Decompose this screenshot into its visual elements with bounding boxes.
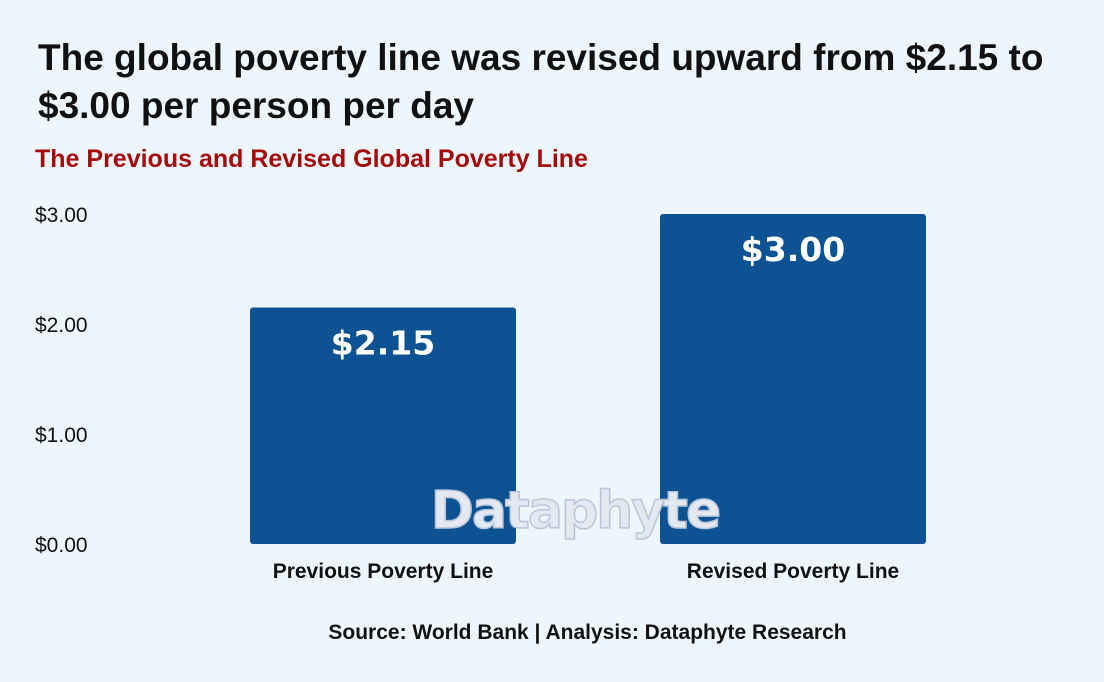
data-label: $3.00 xyxy=(741,230,845,269)
chart-title: The Previous and Revised Global Poverty … xyxy=(35,145,588,173)
x-tick-label: Previous Poverty Line xyxy=(273,560,494,583)
source-note: Source: World Bank | Analysis: Dataphyte… xyxy=(328,621,847,644)
y-tick-label: $0.00 xyxy=(35,534,88,557)
data-label: $2.15 xyxy=(331,324,435,363)
bar xyxy=(660,214,926,544)
bar xyxy=(250,307,516,544)
y-tick-label: $2.00 xyxy=(35,314,88,337)
y-tick-label: $3.00 xyxy=(35,204,88,227)
chart-headline: The global poverty line was revised upwa… xyxy=(38,37,1044,126)
y-tick-label: $1.00 xyxy=(35,424,88,447)
watermark-logo: Dataphyte xyxy=(431,481,719,541)
x-tick-label: Revised Poverty Line xyxy=(687,560,899,583)
